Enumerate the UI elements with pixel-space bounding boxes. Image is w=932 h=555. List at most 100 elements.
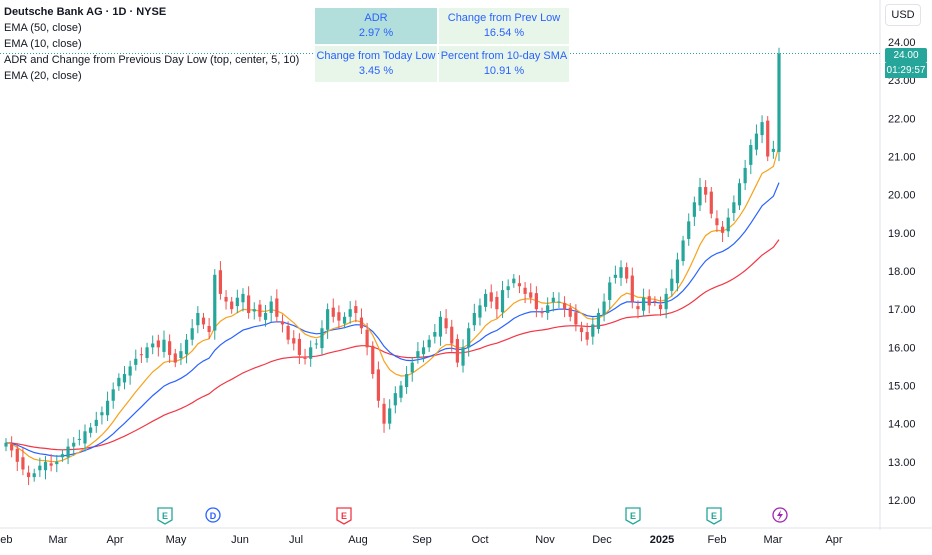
- candle-body: [309, 347, 313, 359]
- currency-button[interactable]: USD: [885, 4, 921, 26]
- candle-body: [720, 226, 725, 233]
- prev-low-value: 16.54 %: [483, 27, 525, 39]
- marker-letter: E: [341, 511, 347, 521]
- x-tick-label: Apr: [825, 534, 842, 546]
- candle-body: [450, 326, 454, 344]
- candle-body: [83, 431, 87, 444]
- candle-body: [500, 290, 505, 313]
- candle-body: [715, 218, 719, 226]
- candle-body: [89, 427, 93, 433]
- y-tick-label: 22.00: [888, 113, 916, 125]
- candle-body: [314, 343, 318, 345]
- legend-ema20: EMA (20, close): [4, 70, 82, 82]
- candle-body: [354, 306, 358, 313]
- x-tick-label: Jun: [231, 534, 249, 546]
- earnings-icon: [706, 507, 722, 525]
- x-tick-label: Jul: [289, 534, 303, 546]
- candle-body: [122, 374, 127, 383]
- candle-body: [517, 283, 522, 287]
- candle-body: [145, 347, 149, 359]
- candle-body: [117, 377, 121, 387]
- candle-body: [15, 448, 19, 462]
- candle-body: [32, 473, 36, 478]
- candle-body: [579, 327, 584, 333]
- candle-body: [405, 374, 409, 388]
- candle-body: [105, 400, 110, 416]
- candle-body: [269, 301, 273, 313]
- candle-body: [111, 389, 115, 401]
- candle-body: [704, 187, 708, 195]
- candle-body: [670, 278, 674, 291]
- x-tick-label: Mar: [764, 534, 783, 546]
- candle-body: [21, 457, 25, 470]
- candle-body: [743, 167, 747, 184]
- candle-body: [478, 305, 482, 318]
- x-tick-label: Aug: [348, 534, 368, 546]
- candle-body: [297, 338, 302, 355]
- today-low-cell: Change from Today Low 3.45 %: [315, 46, 437, 82]
- candle-body: [647, 296, 651, 306]
- candle-body: [230, 301, 234, 310]
- candle-body: [461, 347, 465, 366]
- sma-cell: Percent from 10-day SMA 10.91 %: [439, 46, 569, 82]
- candle-body: [546, 305, 550, 313]
- lightning-bolt-icon: [777, 510, 783, 521]
- candle-body: [60, 454, 65, 458]
- candle-body: [777, 53, 781, 152]
- candle-body: [280, 321, 285, 325]
- candle-body: [675, 259, 680, 284]
- candle-body: [139, 354, 144, 356]
- candle-body: [77, 438, 81, 440]
- candle-body: [184, 339, 189, 355]
- candle-body: [653, 300, 657, 302]
- y-tick-label: 14.00: [888, 419, 916, 431]
- stats-table: ADR 2.97 % Change from Prev Low 16.54 % …: [315, 8, 569, 82]
- candle-body: [134, 358, 138, 365]
- candle-body: [630, 275, 634, 302]
- earnings-icon: [157, 507, 173, 525]
- candle-body: [444, 318, 448, 329]
- candle-body: [94, 419, 98, 426]
- candle-body: [128, 366, 132, 376]
- candle-body: [698, 187, 702, 206]
- ema50-line: [5, 239, 780, 451]
- candle-body: [213, 274, 217, 331]
- candle-body: [771, 148, 775, 152]
- candle-body: [162, 339, 166, 352]
- candle-body: [766, 120, 770, 157]
- today-low-value: 3.45 %: [358, 65, 394, 77]
- x-tick-label: May: [166, 534, 187, 546]
- x-tick-label: Feb: [708, 534, 727, 546]
- y-tick-label: 23.00: [888, 75, 916, 87]
- candle-body: [207, 325, 211, 333]
- candle-body: [585, 332, 589, 340]
- candle-body: [49, 463, 53, 466]
- candle-body: [331, 307, 335, 317]
- x-tick-label: Nov: [535, 534, 555, 546]
- sma-value: 10.91 %: [483, 65, 525, 77]
- candle-body: [568, 307, 572, 317]
- candle-body: [602, 301, 606, 315]
- candle-body: [591, 324, 595, 337]
- candle-body: [100, 412, 104, 416]
- candle-body: [427, 339, 431, 348]
- prev-low-cell: Change from Prev Low 16.54 %: [439, 8, 569, 44]
- x-tick-label: Mar: [49, 534, 68, 546]
- candle-body: [619, 267, 623, 278]
- candle-body: [613, 274, 617, 278]
- sma-label: Percent from 10-day SMA: [440, 50, 568, 62]
- candle-body: [326, 309, 330, 330]
- candle-body: [523, 287, 527, 294]
- candle-body: [749, 145, 753, 165]
- candle-body: [625, 267, 629, 279]
- y-tick-label: 20.00: [888, 190, 916, 202]
- candle-body: [410, 362, 414, 373]
- candle-body: [608, 282, 612, 301]
- candle-body: [10, 444, 14, 451]
- candle-body: [218, 270, 223, 294]
- x-tick-label: 2025: [650, 534, 674, 546]
- y-tick-label: 24.00: [888, 37, 916, 49]
- candle-body: [512, 278, 516, 284]
